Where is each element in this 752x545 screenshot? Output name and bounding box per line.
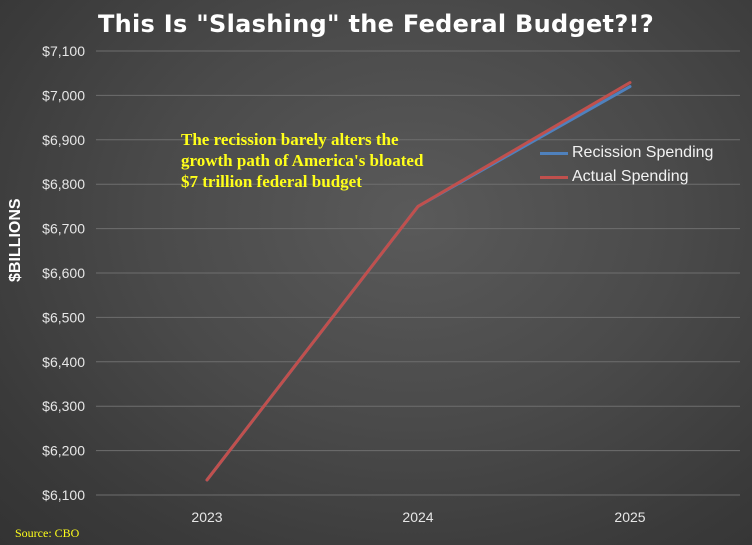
annotation-text: The recission barely alters the growth p… (181, 129, 481, 192)
y-tick-label: $6,100 (42, 487, 85, 503)
legend-swatch-recission (540, 151, 568, 155)
series-line-actual (205, 81, 632, 482)
x-tick-label: 2025 (614, 509, 645, 525)
y-tick-label: $6,400 (42, 354, 85, 370)
y-tick-labels: $6,100 $6,200 $6,300 $6,400 $6,500 $6,600 $6,7… (42, 43, 85, 503)
x-tick-label: 2023 (191, 509, 222, 525)
series-lines (205, 81, 632, 482)
legend-item-actual: Actual Spending (540, 165, 713, 189)
legend-label-recission: Recission Spending (572, 144, 714, 161)
y-axis-label: $BILLIONS (7, 198, 24, 282)
y-tick-label: $6,900 (42, 132, 85, 148)
y-tick-label: $6,500 (42, 309, 85, 325)
legend-swatch-actual (540, 175, 568, 179)
annotation-line-2: growth path of America's bloated (181, 151, 424, 170)
y-tick-label: $6,800 (42, 176, 85, 192)
y-tick-label: $7,100 (42, 43, 85, 59)
y-tick-label: $6,200 (42, 443, 85, 459)
legend-label-actual: Actual Spending (572, 168, 689, 185)
legend-item-recission: Recission Spending (540, 141, 713, 165)
x-tick-label: 2024 (402, 509, 433, 525)
legend: Recission Spending Actual Spending (540, 141, 713, 189)
y-tick-label: $6,600 (42, 265, 85, 281)
source-note: Source: CBO (15, 526, 80, 540)
annotation-line-3: $7 trillion federal budget (181, 172, 362, 191)
y-tick-label: $6,700 (42, 221, 85, 237)
x-tick-labels: 2023 2024 2025 (191, 509, 645, 525)
y-tick-label: $6,300 (42, 398, 85, 414)
annotation-line-1: The recission barely alters the (181, 130, 399, 149)
y-tick-label: $7,000 (42, 87, 85, 103)
chart-title: This Is "Slashing" the Federal Budget?!? (97, 10, 655, 38)
gridlines (96, 50, 740, 496)
